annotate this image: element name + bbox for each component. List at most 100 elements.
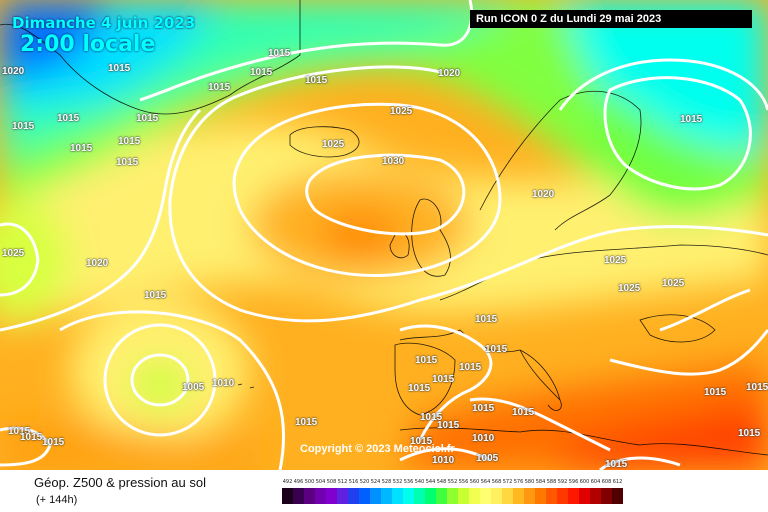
legend-swatch (458, 488, 469, 504)
isobar-label: 1025 (618, 283, 641, 294)
forecast-time: 2:00 locale (20, 32, 156, 57)
isobar-label: 1015 (250, 67, 273, 78)
isobar-label: 1010 (472, 433, 495, 444)
legend-swatch (579, 488, 590, 504)
legend-swatch (315, 488, 326, 504)
legend-value: 528 (381, 479, 392, 485)
legend-value: 568 (491, 479, 502, 485)
legend-value: 600 (579, 479, 590, 485)
isobar-label: 1015 (475, 314, 498, 325)
isobar-label: 1015 (437, 420, 460, 431)
legend-swatch (612, 488, 623, 504)
isobar-label: 1015 (116, 157, 139, 168)
isobar-label: 1015 (70, 143, 93, 154)
isobar-label: 1015 (415, 355, 438, 366)
legend-value: 500 (304, 479, 315, 485)
isobar-label: 1030 (382, 156, 405, 167)
isobar-label: 1015 (459, 362, 482, 373)
isobar-label: 1015 (108, 63, 131, 74)
legend-value: 564 (480, 479, 491, 485)
legend-swatch (414, 488, 425, 504)
legend-value: 572 (502, 479, 513, 485)
legend-swatch (524, 488, 535, 504)
isobar-label: 1020 (532, 189, 555, 200)
isobar-label: 1010 (212, 378, 235, 389)
legend-value: 548 (436, 479, 447, 485)
isobar-label: 1015 (432, 374, 455, 385)
isobar-label: 1015 (680, 114, 703, 125)
isobar-label: 1015 (144, 290, 167, 301)
isobar-label: 1025 (604, 255, 627, 266)
legend-value: 588 (546, 479, 557, 485)
copyright: Copyright © 2023 Meteociel.fr (300, 443, 455, 455)
legend-swatch (293, 488, 304, 504)
legend-value: 592 (557, 479, 568, 485)
legend-value: 512 (337, 479, 348, 485)
forecast-date: Dimanche 4 juin 2023 (12, 14, 196, 32)
isobar-label: 1015 (485, 344, 508, 355)
color-legend: 492 496 500 504 508 512 516 520 524 528 532 536 540 5… (282, 478, 752, 504)
legend-swatch (568, 488, 579, 504)
legend-swatch (480, 488, 491, 504)
legend-value: 536 (403, 479, 414, 485)
legend-value: 580 (524, 479, 535, 485)
legend-swatch (535, 488, 546, 504)
legend-swatch (326, 488, 337, 504)
isobar-label: 1025 (322, 139, 345, 150)
isobar-label: 1015 (118, 136, 141, 147)
legend-swatch (436, 488, 447, 504)
legend-swatch (337, 488, 348, 504)
legend-value: 496 (293, 479, 304, 485)
legend-value: 516 (348, 479, 359, 485)
isobar-label: 1015 (42, 437, 65, 448)
legend-swatch (392, 488, 403, 504)
legend-swatch (447, 488, 458, 504)
isobar-label: 1015 (420, 412, 443, 423)
legend-swatches (282, 488, 752, 504)
isobar-label: 1020 (86, 258, 109, 269)
legend-swatch (359, 488, 370, 504)
legend-swatch (601, 488, 612, 504)
isobars (0, 0, 768, 470)
isobar-label: 1015 (295, 417, 318, 428)
legend-value: 556 (458, 479, 469, 485)
isobar-label: 1015 (268, 48, 291, 59)
forecast-offset: (+ 144h) (36, 494, 78, 506)
legend-value: 608 (601, 479, 612, 485)
legend-swatch (491, 488, 502, 504)
legend-value: 576 (513, 479, 524, 485)
footer: Géop. Z500 & pression au sol (+ 144h) 49… (0, 470, 768, 512)
legend-swatch (381, 488, 392, 504)
legend-value: 584 (535, 479, 546, 485)
isobar-label: 1015 (305, 75, 328, 86)
isobar-label: 1015 (12, 121, 35, 132)
isobar-label: 1010 (432, 455, 455, 466)
legend-value: 604 (590, 479, 601, 485)
legend-value: 532 (392, 479, 403, 485)
legend-value: 612 (612, 479, 623, 485)
legend-value: 492 (282, 479, 293, 485)
isobar-label: 1015 (57, 113, 80, 124)
legend-swatch (557, 488, 568, 504)
legend-swatch (513, 488, 524, 504)
isobar-label: 1015 (208, 82, 231, 93)
legend-swatch (469, 488, 480, 504)
legend-value: 540 (414, 479, 425, 485)
isobar-label: 1020 (438, 68, 461, 79)
isobar-label: 1015 (512, 407, 535, 418)
legend-value: 524 (370, 479, 381, 485)
legend-swatch (304, 488, 315, 504)
isobar-label: 1015 (704, 387, 727, 398)
geopotential-field (0, 0, 768, 470)
isobar-label: 1005 (476, 453, 499, 464)
isobar-label: 1020 (2, 66, 25, 77)
isobar-label: 1015 (408, 383, 431, 394)
legend-swatch (546, 488, 557, 504)
isobar-label: 1015 (472, 403, 495, 414)
legend-swatch (282, 488, 293, 504)
isobar-label: 1015 (410, 436, 433, 447)
legend-value: 520 (359, 479, 370, 485)
legend-value: 552 (447, 479, 458, 485)
isobar-label: 1015 (20, 432, 43, 443)
legend-swatch (348, 488, 359, 504)
